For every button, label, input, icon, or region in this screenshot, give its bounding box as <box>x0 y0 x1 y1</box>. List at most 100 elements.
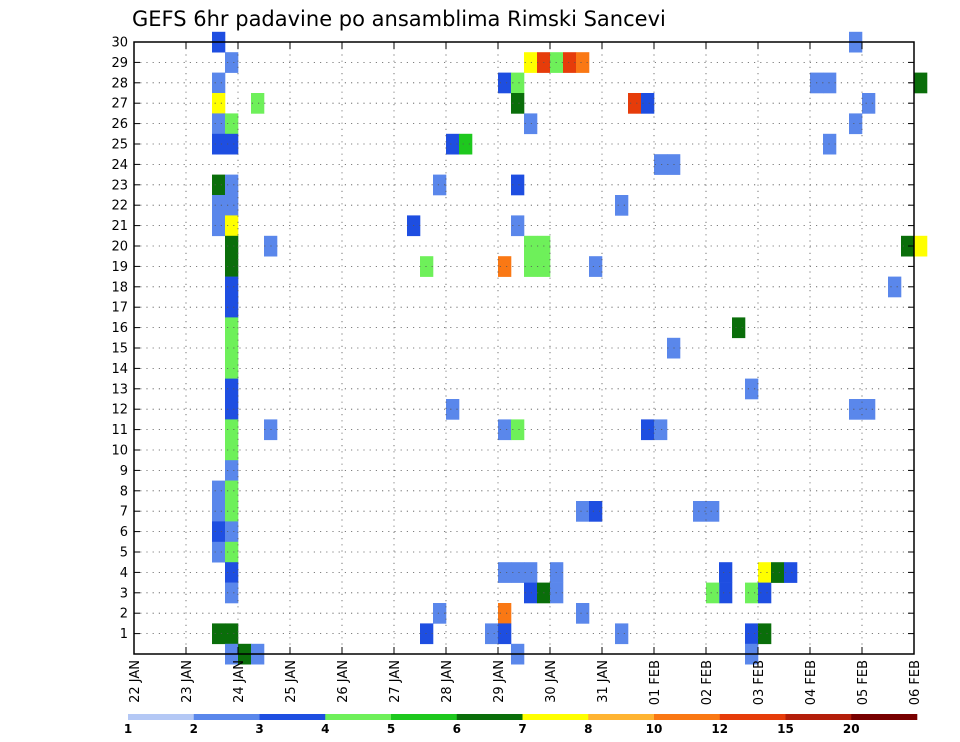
heatmap-cell <box>641 93 655 114</box>
y-tick-label: 23 <box>111 178 128 193</box>
heatmap-cell <box>225 541 239 563</box>
heatmap-cell <box>914 235 928 257</box>
heatmap-cell <box>849 113 863 135</box>
chart-title: GEFS 6hr padavine po ansamblima Rimski S… <box>132 7 666 31</box>
heatmap-cell <box>433 174 447 196</box>
y-tick-label: 26 <box>111 117 128 132</box>
legend-swatch <box>128 714 195 720</box>
heatmap-cell <box>654 154 668 175</box>
heatmap-cell <box>784 562 798 583</box>
x-tick-label: 05 FEB <box>856 660 871 705</box>
y-tick-label: 15 <box>111 342 128 357</box>
legend-label: 20 <box>843 722 860 736</box>
y-tick-label: 21 <box>111 219 128 234</box>
heatmap-cell <box>524 52 538 73</box>
heatmap-cell <box>771 562 785 583</box>
heatmap-cell <box>225 439 239 461</box>
y-tick-label: 28 <box>111 76 128 91</box>
legend-swatch <box>785 714 852 720</box>
heatmap-cell <box>719 582 733 604</box>
y-tick-label: 4 <box>120 566 128 581</box>
heatmap-cell <box>225 215 239 237</box>
y-tick-label: 2 <box>120 607 128 622</box>
heatmap-cell <box>225 317 239 339</box>
y-tick-label: 3 <box>120 586 128 601</box>
heatmap-cell <box>888 276 902 298</box>
heatmap-cell <box>524 582 538 604</box>
x-tick-label: 28 JAN <box>440 660 455 703</box>
heatmap-cell <box>732 317 746 339</box>
heatmap-cell <box>420 256 434 277</box>
y-tick-label: 7 <box>120 505 128 520</box>
x-tick-label: 30 JAN <box>544 660 559 703</box>
heatmap-cell <box>589 501 603 522</box>
legend-label: 1 <box>124 722 132 736</box>
y-tick-label: 17 <box>111 301 128 316</box>
heatmap-cell <box>576 52 590 73</box>
heatmap-cell <box>576 603 590 624</box>
color-legend: 1 2 3 4 5 6 7 8 10 12 15 20 <box>124 714 918 736</box>
heatmap-cell <box>225 562 239 583</box>
heatmap-cell <box>225 133 239 155</box>
legend-swatch <box>588 714 655 720</box>
heatmap-cell <box>511 562 525 583</box>
legend-swatch <box>193 714 260 720</box>
heatmap-cell <box>485 623 499 645</box>
x-tick-label: 03 FEB <box>752 660 767 705</box>
legend-label: 15 <box>777 722 794 736</box>
heatmap-cell <box>459 133 473 155</box>
heatmap-cell <box>212 480 226 502</box>
y-tick-label: 8 <box>120 484 128 499</box>
y-tick-label: 18 <box>111 280 128 295</box>
heatmap-cell <box>225 52 239 73</box>
heatmap-cell <box>420 623 434 645</box>
legend-swatch <box>259 714 326 720</box>
heatmap-cell <box>225 501 239 522</box>
heatmap-cell <box>641 419 655 441</box>
x-tick-label: 06 FEB <box>908 660 923 705</box>
legend-label: 12 <box>711 722 728 736</box>
heatmap-cell <box>862 93 876 114</box>
heatmap-cell <box>654 419 668 441</box>
heatmap-cell <box>498 623 512 645</box>
x-tick-label: 26 JAN <box>336 660 351 703</box>
heatmap-cell <box>212 195 226 216</box>
x-tick-label: 25 JAN <box>284 660 299 703</box>
heatmap-cell <box>758 582 772 604</box>
heatmap-cell <box>225 358 239 379</box>
heatmap-cell <box>225 256 239 277</box>
heatmap-cell <box>212 174 226 196</box>
heatmap-cell <box>914 72 928 94</box>
heatmap-cell <box>745 378 759 400</box>
heatmap-cell <box>212 521 226 543</box>
heatmap-cell <box>212 93 226 114</box>
y-tick-label: 9 <box>120 464 128 479</box>
legend-swatch <box>522 714 589 720</box>
y-tick-label: 24 <box>111 158 128 173</box>
y-tick-label: 22 <box>111 199 128 214</box>
heatmap-cell <box>589 256 603 277</box>
heatmap-cell <box>706 582 720 604</box>
heatmap-cell <box>212 72 226 94</box>
heatmap-cell <box>498 419 512 441</box>
x-tick-label: 04 FEB <box>804 660 819 705</box>
heatmap-cell <box>498 72 512 94</box>
legend-swatch <box>325 714 392 720</box>
heatmap-cell <box>823 72 837 94</box>
heatmap-cell <box>225 460 239 481</box>
heatmap-cell <box>251 93 265 114</box>
heatmap-cell <box>511 215 525 237</box>
heatmap-cell <box>225 521 239 543</box>
heatmap-cell <box>758 562 772 583</box>
heatmap-cell <box>628 93 642 114</box>
heatmap-cell <box>511 419 525 441</box>
heatmap-cell <box>706 501 720 522</box>
heatmap-cell <box>225 297 239 318</box>
legend-swatch <box>391 714 458 720</box>
heatmap-cell <box>225 378 239 400</box>
heatmap-cell <box>225 623 239 645</box>
heatmap-cell <box>823 133 837 155</box>
heatmap-cell <box>524 256 538 277</box>
y-tick-label: 25 <box>111 138 128 153</box>
heatmap-cell <box>511 72 525 94</box>
